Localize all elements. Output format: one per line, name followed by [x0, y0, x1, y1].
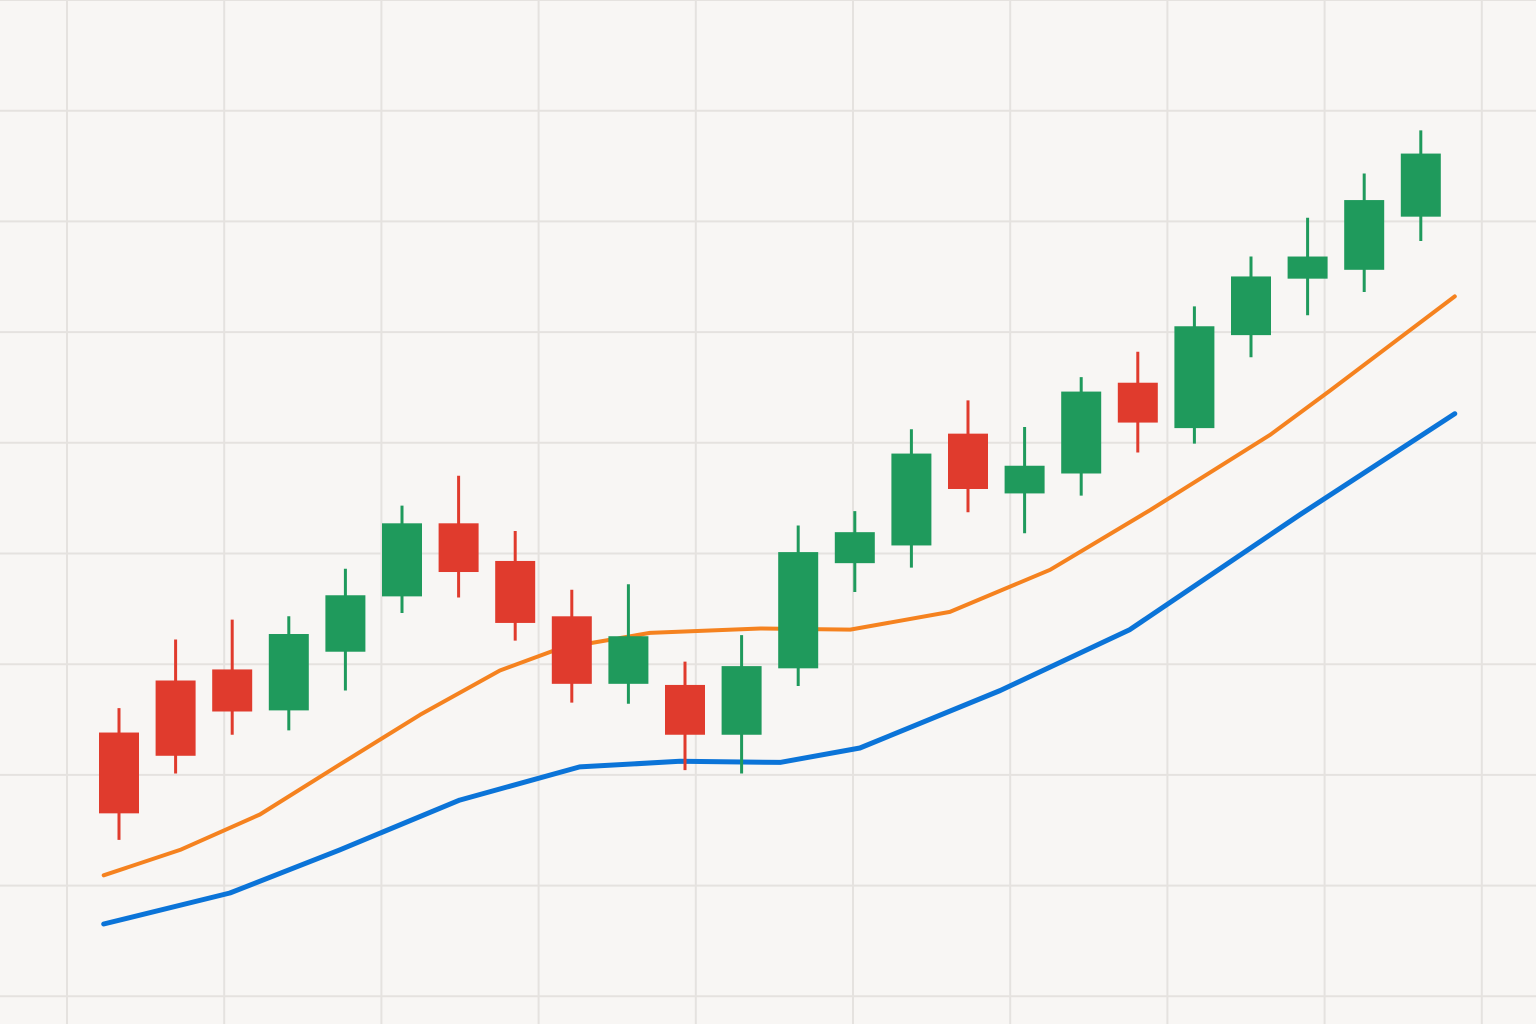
candle-body	[1061, 391, 1102, 474]
candle-body	[1004, 465, 1045, 494]
candle-up	[1344, 173, 1385, 292]
candle-body	[1344, 200, 1385, 270]
candle-down	[155, 639, 196, 774]
candle-body	[834, 532, 875, 564]
candle-body	[1400, 153, 1441, 217]
candle-down	[495, 531, 536, 641]
candle-up	[721, 635, 762, 774]
candle-body	[948, 433, 988, 489]
candle-body	[1287, 256, 1328, 279]
candle-body	[721, 666, 762, 735]
candle-down	[99, 708, 139, 840]
candle-body	[1174, 326, 1215, 429]
candle-down	[948, 400, 988, 513]
candle-body	[891, 453, 932, 546]
candle-body	[268, 634, 309, 711]
candle-body	[1117, 382, 1158, 423]
candle-up	[325, 568, 366, 691]
candle-up	[1400, 130, 1441, 242]
candle-up	[778, 525, 819, 687]
candle-body	[438, 523, 479, 573]
orange-line-series	[101, 294, 1457, 878]
candle-body	[495, 560, 536, 623]
candle-body	[212, 669, 253, 712]
candle-down	[438, 475, 479, 598]
candle-body	[155, 680, 196, 756]
candle-up	[1231, 256, 1271, 358]
candle-up	[1061, 377, 1102, 496]
candle-up	[834, 511, 875, 592]
candles	[99, 130, 1441, 840]
candle-down	[551, 589, 592, 703]
candle-up	[608, 584, 649, 704]
candle-down	[212, 619, 253, 735]
candle-body	[99, 732, 139, 814]
candle-body	[325, 595, 366, 652]
candle-up	[268, 616, 309, 731]
candle-body	[778, 552, 819, 669]
candle-body	[665, 684, 705, 735]
candle-up	[1174, 306, 1215, 444]
candle-up	[382, 505, 422, 613]
candle-body	[1231, 276, 1271, 336]
blue-line-series	[101, 411, 1458, 927]
candle-up	[1287, 217, 1328, 316]
candle-body	[382, 523, 422, 597]
candle-down	[665, 661, 705, 771]
candle-body	[608, 636, 649, 684]
candle-down	[1117, 351, 1158, 453]
candle-up	[1004, 427, 1045, 534]
moving-average-lines	[101, 294, 1458, 927]
candle-body	[551, 616, 592, 684]
candle-up	[891, 429, 932, 568]
